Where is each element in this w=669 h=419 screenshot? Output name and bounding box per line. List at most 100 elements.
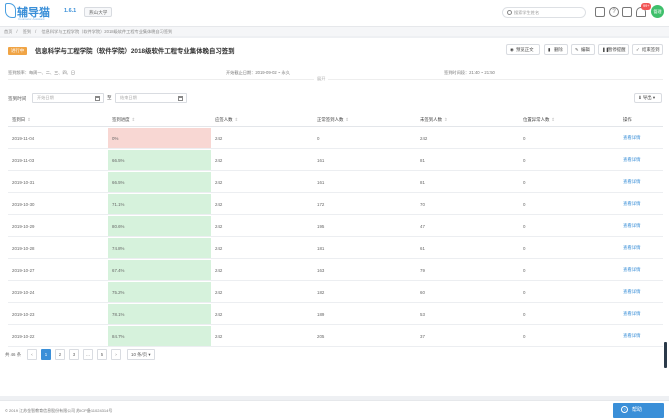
start-date-input[interactable]: 开始日期 — [32, 93, 104, 103]
view-details-link[interactable]: 查看详情 — [623, 135, 641, 140]
progress-cell: 84.7% — [108, 326, 211, 346]
logo-subtitle: Counselor Assistant — [18, 17, 45, 21]
view-details-link[interactable]: 查看详情 — [623, 267, 641, 272]
date-cell: 2019-10-31 — [12, 179, 35, 185]
header-abnormal[interactable]: 位置异常人数 ⇕ — [523, 116, 556, 122]
calendar-icon — [178, 96, 183, 101]
preview-button[interactable]: ◉ 预览正文 — [506, 44, 540, 55]
expected-cell: 242 — [215, 311, 223, 317]
view-details-link[interactable]: 查看详情 — [623, 245, 641, 250]
edit-button[interactable]: ✎ 编辑 — [571, 44, 595, 55]
expected-cell: 242 — [215, 157, 223, 163]
normal-cell: 0 — [317, 135, 320, 141]
abnormal-cell: 0 — [523, 201, 526, 207]
view-details-link[interactable]: 查看详情 — [623, 333, 641, 338]
sort-icon[interactable]: ⇕ — [443, 116, 448, 122]
view-details-link[interactable]: 查看详情 — [623, 179, 641, 184]
normal-cell: 195 — [317, 223, 325, 229]
search-placeholder: 搜索学生姓名 — [514, 10, 540, 15]
sort-icon[interactable]: ⇕ — [131, 116, 136, 122]
page-title: 信息科学与工程学院（软件学院）2018级软件工程专业集体晚自习签到 — [35, 48, 235, 55]
table-row: 2019-10-28 74.8% 242 181 61 0 查看详情 — [8, 238, 663, 259]
next-page-button[interactable]: › — [111, 349, 121, 360]
help-icon[interactable]: ? — [609, 7, 619, 17]
time-range-info: 签到时间段：21:40 ~ 21:50 — [444, 70, 495, 75]
expected-cell: 242 — [215, 201, 223, 207]
document-icon[interactable] — [622, 7, 632, 17]
student-search-input[interactable]: 搜索学生姓名 — [502, 7, 586, 18]
divider — [8, 79, 663, 80]
footer: © 2019 江苏金智教育信息股份有限公司 苏ICP备11024314号 ? 帮助 — [0, 400, 669, 419]
search-icon — [507, 10, 512, 15]
header-date[interactable]: 签到日 ⇕ — [12, 116, 31, 122]
end-signin-button[interactable]: ✓ 结束签到 — [632, 44, 663, 55]
table-row: 2019-10-31 66.5% 242 161 81 0 查看详情 — [8, 172, 663, 193]
prev-page-button[interactable]: ‹ — [27, 349, 37, 360]
sort-icon[interactable]: ⇕ — [551, 116, 556, 122]
scrollbar[interactable] — [664, 342, 667, 368]
date-cell: 2019-10-23 — [12, 311, 35, 317]
breadcrumb-home[interactable]: 首页 — [4, 29, 13, 34]
view-details-link[interactable]: 查看详情 — [623, 157, 641, 162]
trash-icon: ▮ — [548, 47, 551, 52]
abnormal-cell: 0 — [523, 289, 526, 295]
sort-icon[interactable]: ⇕ — [234, 116, 239, 122]
view-details-link[interactable]: 查看详情 — [623, 201, 641, 206]
export-button[interactable]: ⬇ 导出 ▾ — [634, 93, 662, 103]
avatar[interactable]: 管理 — [651, 5, 664, 18]
progress-cell: 67.4% — [108, 260, 211, 280]
pagination: 共 46 条 ‹ 1 2 3 ... 5 › 10 条/页 ▾ — [5, 349, 205, 361]
monitor-icon[interactable] — [595, 7, 605, 17]
logo-text: 辅导猫 — [17, 7, 50, 19]
app-logo[interactable]: 辅导猫 Counselor Assistant — [5, 3, 50, 23]
view-details-link[interactable]: 查看详情 — [623, 289, 641, 294]
expand-toggle[interactable]: 展开 — [314, 76, 329, 82]
end-date-input[interactable]: 结束日期 — [115, 93, 187, 103]
table-row: 2019-11-04 0% 242 0 242 0 查看详情 — [8, 128, 663, 149]
table-row: 2019-10-24 75.2% 242 182 60 0 查看详情 — [8, 282, 663, 303]
normal-cell: 181 — [317, 245, 325, 251]
absent-cell: 242 — [420, 135, 428, 141]
school-selector[interactable]: 燕山大学 — [84, 7, 113, 17]
view-details-link[interactable]: 查看详情 — [623, 223, 641, 228]
absent-cell: 60 — [420, 289, 425, 295]
sort-icon[interactable]: ⇕ — [27, 116, 31, 122]
page-5[interactable]: 5 — [97, 349, 107, 360]
header-action: 操作 — [623, 116, 632, 122]
progress-cell: 71.1% — [108, 194, 211, 214]
abnormal-cell: 0 — [523, 223, 526, 229]
delete-button[interactable]: ▮ 删除 — [544, 44, 568, 55]
top-bar: 辅导猫 Counselor Assistant 1.6.1 燕山大学 搜索学生姓… — [0, 0, 669, 27]
header-progress[interactable]: 签到进度 ⇕ — [112, 116, 136, 122]
breadcrumb: 首页 / 签到 / 信息科学与工程学院（软件学院）2018级软件工程专业集体晚自习签… — [0, 27, 669, 36]
page-3[interactable]: 3 — [69, 349, 79, 360]
page-size-select[interactable]: 10 条/页 ▾ — [127, 349, 155, 360]
total-count: 共 46 条 — [5, 352, 22, 357]
header-expected[interactable]: 应签人数 ⇕ — [215, 116, 239, 122]
help-button[interactable]: ? 帮助 — [613, 403, 664, 418]
progress-cell: 75.2% — [108, 282, 211, 302]
abnormal-cell: 0 — [523, 157, 526, 163]
date-cell: 2019-10-29 — [12, 223, 35, 229]
breadcrumb-signin[interactable]: 签到 — [22, 29, 32, 34]
pencil-icon: ✎ — [575, 47, 579, 52]
progress-cell: 78.1% — [108, 304, 211, 324]
normal-cell: 163 — [317, 267, 325, 273]
frequency-info: 签到频率：每周一、二、三、四、日 — [8, 70, 76, 75]
abnormal-cell: 0 — [523, 311, 526, 317]
page-1[interactable]: 1 — [41, 349, 51, 360]
table-header: 签到日 ⇕ 签到进度 ⇕ 应签人数 ⇕ 正常签到人数 ⇕ 未签到人数 ⇕ 位置异常人数 ⇕ 操作 — [8, 113, 663, 127]
view-details-link[interactable]: 查看详情 — [623, 311, 641, 316]
expected-cell: 242 — [215, 223, 223, 229]
pause-reminder-button[interactable]: ❚❚暂停提醒 — [598, 44, 629, 55]
header-normal[interactable]: 正常签到人数 ⇕ — [317, 116, 350, 122]
abnormal-cell: 0 — [523, 135, 526, 141]
header-absent[interactable]: 未签到人数 ⇕ — [420, 116, 448, 122]
page-ellipsis[interactable]: ... — [83, 349, 93, 360]
progress-cell: 66.5% — [108, 150, 211, 170]
date-separator: 至 — [107, 95, 112, 100]
page-2[interactable]: 2 — [55, 349, 65, 360]
date-range-info: 开始截止日期：2019-09-02 ~ 永久 — [226, 70, 290, 75]
status-badge: 进行中 — [8, 47, 28, 55]
sort-icon[interactable]: ⇕ — [345, 116, 350, 122]
